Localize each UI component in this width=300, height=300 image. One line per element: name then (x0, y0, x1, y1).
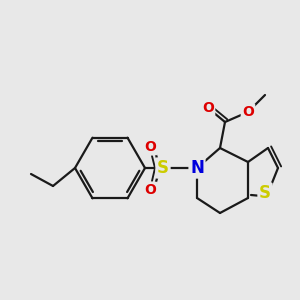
Text: S: S (157, 159, 169, 177)
Text: O: O (202, 101, 214, 115)
Text: S: S (259, 184, 271, 202)
Text: O: O (144, 183, 156, 197)
Text: O: O (242, 105, 254, 119)
Text: O: O (144, 140, 156, 154)
Text: N: N (190, 159, 204, 177)
